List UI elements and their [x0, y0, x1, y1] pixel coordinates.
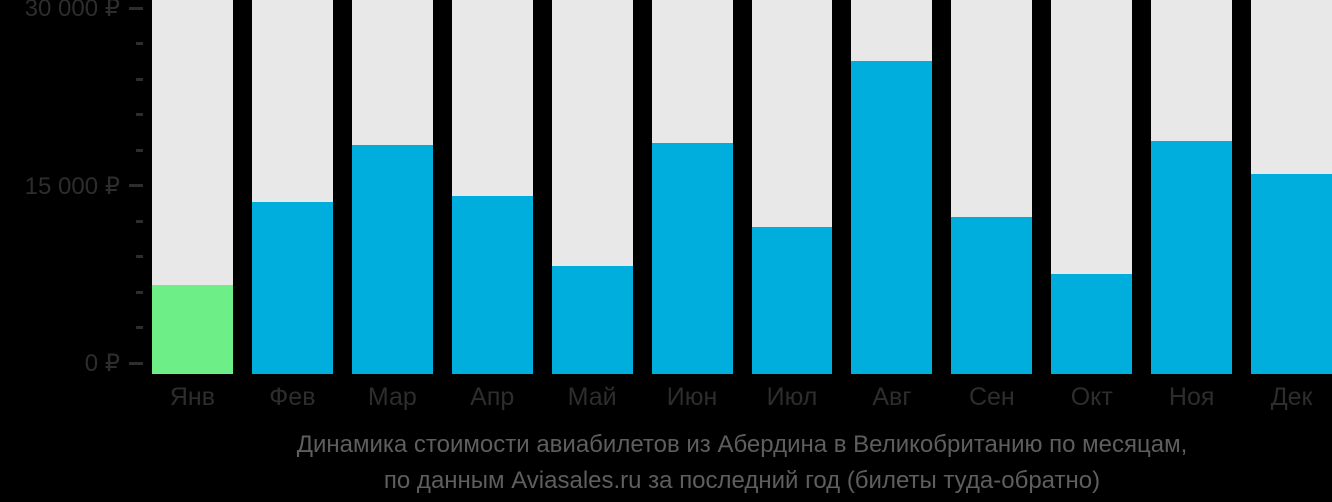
price-bar-Дек[interactable] [1251, 173, 1332, 374]
column-Янв [152, 0, 233, 374]
price-bar-Фев[interactable] [251, 202, 333, 374]
y-axis-label-0: 0 ₽ [84, 350, 120, 377]
price-bar-Авг[interactable] [851, 61, 933, 374]
column-Ноя [1151, 0, 1233, 374]
column-Авг [851, 0, 933, 374]
y-major-tick-0 [129, 361, 143, 365]
y-minor-tick-21000 [136, 113, 143, 116]
y-minor-tick-12000 [136, 219, 143, 223]
y-axis-label-30000: 30 000 ₽ [24, 0, 120, 22]
plot-area [152, 0, 1332, 374]
price-bar-Июл[interactable] [751, 226, 833, 374]
y-minor-tick-3000 [136, 326, 143, 329]
x-axis-label-Авг: Авг [872, 383, 912, 411]
price-bar-Окт[interactable] [1051, 274, 1133, 374]
x-axis-label-Ноя: Ноя [1168, 383, 1215, 411]
y-minor-tick-18000 [136, 148, 143, 152]
price-bar-Май[interactable] [551, 265, 633, 374]
column-Фев [251, 0, 333, 374]
y-axis-label-15000: 15 000 ₽ [24, 172, 120, 200]
column-Май [551, 0, 633, 374]
y-major-tick-15000 [129, 184, 143, 187]
x-axis-label-Сен: Сен [968, 383, 1015, 411]
column-Сен [951, 0, 1033, 374]
x-axis-label-Дек: Дек [1270, 383, 1313, 411]
x-axis-label-Июн: Июн [666, 383, 718, 411]
column-Апр [451, 0, 533, 374]
price-bar-Июн[interactable] [651, 142, 733, 374]
column-Мар [351, 0, 433, 374]
column-Дек [1251, 0, 1332, 374]
x-axis-label-Окт: Окт [1070, 383, 1113, 411]
y-minor-tick-6000 [136, 290, 143, 294]
price-bar-Ноя[interactable] [1151, 140, 1233, 374]
chart-title: Динамика стоимости авиабилетов из Аберди… [152, 427, 1332, 499]
chart-title-line-2: по данным Aviasales.ru за последний год … [383, 467, 1101, 494]
y-minor-tick-27000 [136, 42, 143, 45]
x-axis-label-Апр: Апр [470, 383, 515, 411]
x-axis-label-Янв: Янв [169, 383, 216, 411]
price-bar-Мар[interactable] [351, 145, 433, 374]
price-bar-Апр[interactable] [451, 196, 533, 374]
x-axis-label-Июл: Июл [766, 383, 818, 411]
chart-title-line-1: Динамика стоимости авиабилетов из Аберди… [296, 431, 1188, 458]
price-bar-Янв[interactable] [152, 284, 233, 374]
column-Июл [751, 0, 833, 374]
x-axis: Янв Фев Мар Апр Май Июн Июл Авг Сен Окт Ноя Дек [152, 378, 1332, 416]
x-axis-label-Фев: Фев [269, 383, 316, 411]
column-Окт [1051, 0, 1133, 374]
y-minor-tick-9000 [136, 255, 143, 258]
x-axis-label-Мар: Мар [367, 383, 417, 411]
x-axis-label-Май: Май [567, 383, 617, 411]
y-minor-tick-24000 [136, 77, 143, 81]
column-Июн [651, 0, 733, 374]
y-major-tick-30000 [129, 6, 143, 10]
price-bar-Сен[interactable] [951, 217, 1033, 374]
